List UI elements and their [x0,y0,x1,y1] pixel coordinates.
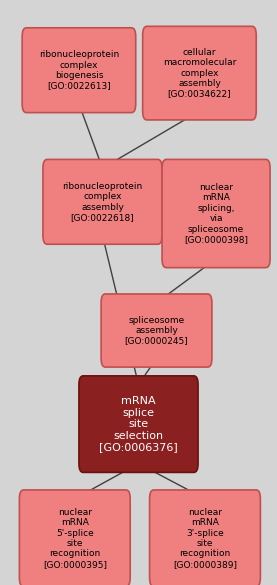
Text: mRNA
splice
site
selection
[GO:0006376]: mRNA splice site selection [GO:0006376] [99,396,178,452]
FancyBboxPatch shape [143,26,256,120]
FancyBboxPatch shape [162,159,270,268]
FancyBboxPatch shape [43,159,162,245]
Text: nuclear
mRNA
5'-splice
site
recognition
[GO:0000395]: nuclear mRNA 5'-splice site recognition … [43,508,107,569]
Text: nuclear
mRNA
3'-splice
site
recognition
[GO:0000389]: nuclear mRNA 3'-splice site recognition … [173,508,237,569]
FancyBboxPatch shape [79,376,198,473]
FancyBboxPatch shape [19,490,130,585]
Text: spliceosome
assembly
[GO:0000245]: spliceosome assembly [GO:0000245] [125,316,188,345]
Text: nuclear
mRNA
splicing,
via
spliceosome
[GO:0000398]: nuclear mRNA splicing, via spliceosome [… [184,183,248,244]
Text: ribonucleoprotein
complex
assembly
[GO:0022618]: ribonucleoprotein complex assembly [GO:0… [62,182,143,222]
FancyBboxPatch shape [101,294,212,367]
Text: cellular
macromolecular
complex
assembly
[GO:0034622]: cellular macromolecular complex assembly… [163,48,236,98]
FancyBboxPatch shape [22,27,136,112]
Text: ribonucleoprotein
complex
biogenesis
[GO:0022613]: ribonucleoprotein complex biogenesis [GO… [39,50,119,90]
FancyBboxPatch shape [150,490,260,585]
